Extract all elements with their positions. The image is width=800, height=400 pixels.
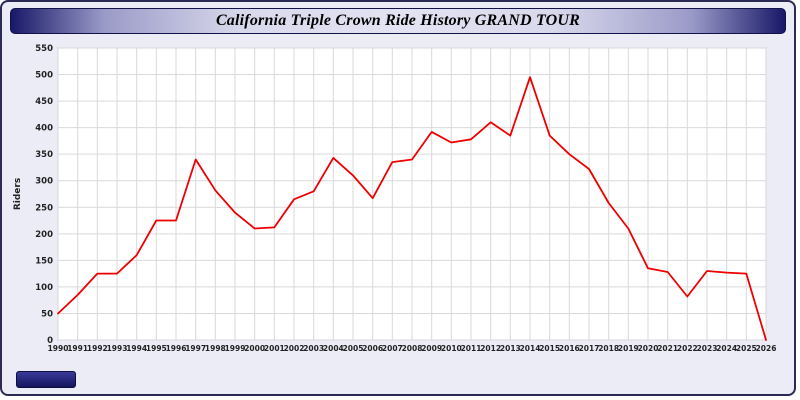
x-tick-label: 1996 (166, 344, 187, 353)
y-tick-label: 150 (35, 256, 53, 266)
x-tick-label: 2013 (500, 344, 521, 353)
x-tick-label: 2011 (461, 344, 482, 353)
x-tick-label: 2026 (756, 344, 777, 353)
x-tick-label: 2000 (244, 344, 265, 353)
x-tick-label: 2005 (343, 344, 364, 353)
x-tick-label: 2001 (264, 344, 285, 353)
x-tick-label: 2009 (421, 344, 442, 353)
x-tick-label: 2023 (697, 344, 718, 353)
chart-title: California Triple Crown Ride History GRA… (215, 12, 581, 29)
x-tick-label: 1992 (87, 344, 108, 353)
x-tick-label: 1998 (205, 344, 226, 353)
x-tick-label: 1994 (126, 344, 147, 353)
y-tick-label: 400 (35, 124, 53, 134)
y-tick-label: 350 (35, 150, 53, 160)
x-tick-label: 1997 (185, 344, 206, 353)
x-tick-label: 2010 (441, 344, 462, 353)
x-tick-label: 2017 (579, 344, 600, 353)
y-tick-label: 0 (47, 336, 53, 346)
y-tick-label: 250 (35, 203, 53, 213)
chart-svg: 0501001502002503003504004505005501990199… (13, 44, 777, 353)
x-tick-label: 2004 (323, 344, 344, 353)
chart-titlebar: California Triple Crown Ride History GRA… (10, 8, 786, 34)
footer-badge[interactable] (16, 371, 76, 388)
x-tick-label: 2015 (539, 344, 560, 353)
x-tick-label: 2006 (362, 344, 383, 353)
x-tick-label: 2016 (559, 344, 580, 353)
y-tick-label: 100 (35, 283, 53, 293)
x-tick-label: 1999 (225, 344, 246, 353)
y-tick-label: 550 (35, 44, 53, 54)
y-axis-label: Riders (13, 178, 23, 210)
y-tick-label: 500 (35, 71, 53, 81)
x-tick-label: 1993 (107, 344, 128, 353)
x-tick-label: 2007 (382, 344, 403, 353)
y-tick-label: 200 (35, 230, 53, 240)
x-tick-label: 2002 (284, 344, 305, 353)
x-tick-label: 1991 (67, 344, 88, 353)
x-tick-label: 2014 (520, 344, 541, 353)
riders-line (57, 76, 767, 341)
x-tick-label: 1990 (48, 344, 69, 353)
x-tick-label: 1995 (146, 344, 167, 353)
x-tick-label: 2012 (480, 344, 501, 353)
x-tick-label: 2019 (618, 344, 639, 353)
x-tick-label: 2020 (638, 344, 659, 353)
y-tick-label: 50 (41, 309, 53, 319)
x-tick-label: 2025 (736, 344, 757, 353)
x-tick-label: 2021 (657, 344, 678, 353)
x-tick-label: 2022 (677, 344, 698, 353)
chart-area: 0 50 100 150 200 250 300 350 400 450 500 550 1990 199… (6, 38, 790, 380)
x-tick-label: 2024 (716, 344, 737, 353)
y-tick-label: 450 (35, 97, 53, 107)
x-tick-label: 2008 (402, 344, 423, 353)
x-tick-label: 2003 (303, 344, 324, 353)
x-tick-label: 2018 (598, 344, 619, 353)
y-tick-label: 300 (35, 177, 53, 187)
